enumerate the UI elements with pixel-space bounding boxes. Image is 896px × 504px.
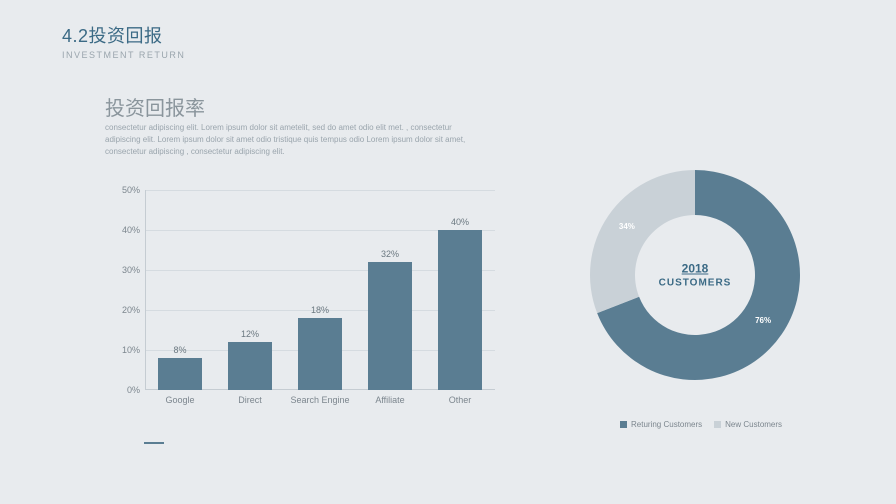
donut-chart: 2018 CUSTOMERS 76% 34% bbox=[580, 160, 810, 390]
bar-value-label: 12% bbox=[241, 329, 259, 339]
bar-value-label: 8% bbox=[173, 345, 186, 355]
bar-group: 18% bbox=[290, 305, 350, 390]
donut-segment bbox=[590, 170, 695, 313]
donut-year: 2018 bbox=[659, 262, 732, 276]
page-header: 4.2投资回报 INVESTMENT RETURN bbox=[62, 22, 185, 60]
xtick-label: Other bbox=[430, 395, 490, 405]
legend-item: Returing Customers bbox=[620, 420, 702, 429]
legend-swatch bbox=[714, 421, 721, 428]
xtick-label: Direct bbox=[220, 395, 280, 405]
page-subtitle: INVESTMENT RETURN bbox=[62, 50, 185, 60]
bar-group: 40% bbox=[430, 217, 490, 390]
donut-legend: Returing Customers New Customers bbox=[620, 420, 782, 429]
bar-chart: 0%10%20%30%40%50% 8%12%18%32%40% GoogleD… bbox=[105, 190, 505, 420]
legend-item: New Customers bbox=[714, 420, 782, 429]
bar-group: 8% bbox=[150, 345, 210, 390]
section-description: consectetur adipiscing elit. Lorem ipsum… bbox=[105, 122, 485, 158]
donut-pct-label: 34% bbox=[619, 222, 635, 231]
legend-label: New Customers bbox=[725, 420, 782, 429]
donut-center-label: CUSTOMERS bbox=[659, 278, 732, 289]
xtick-label: Search Engine bbox=[290, 395, 350, 405]
bar-chart-xlabels: Google Direct Search Engine Affiliate Other bbox=[145, 395, 495, 405]
legend-label: Returing Customers bbox=[631, 420, 702, 429]
ytick-label: 30% bbox=[105, 265, 140, 275]
donut-center: 2018 CUSTOMERS bbox=[659, 262, 732, 289]
ytick-label: 50% bbox=[105, 185, 140, 195]
ytick-label: 10% bbox=[105, 345, 140, 355]
page-title: 4.2投资回报 bbox=[62, 22, 185, 48]
bar bbox=[298, 318, 342, 390]
bar bbox=[438, 230, 482, 390]
ytick-label: 40% bbox=[105, 225, 140, 235]
ytick-label: 20% bbox=[105, 305, 140, 315]
bar-value-label: 40% bbox=[451, 217, 469, 227]
ytick-label: 0% bbox=[105, 385, 140, 395]
section-title: 投资回报率 bbox=[105, 92, 205, 121]
bar-chart-footer-accent bbox=[144, 442, 164, 444]
donut-pct-label: 76% bbox=[755, 316, 771, 325]
bar-chart-bars: 8% 12% 18% 32% 40% bbox=[145, 190, 495, 390]
bar-value-label: 18% bbox=[311, 305, 329, 315]
legend-swatch bbox=[620, 421, 627, 428]
bar-value-label: 32% bbox=[381, 249, 399, 259]
xtick-label: Google bbox=[150, 395, 210, 405]
xtick-label: Affiliate bbox=[360, 395, 420, 405]
bar-group: 12% bbox=[220, 329, 280, 390]
bar bbox=[158, 358, 202, 390]
bar bbox=[368, 262, 412, 390]
bar-group: 32% bbox=[360, 249, 420, 390]
bar bbox=[228, 342, 272, 390]
